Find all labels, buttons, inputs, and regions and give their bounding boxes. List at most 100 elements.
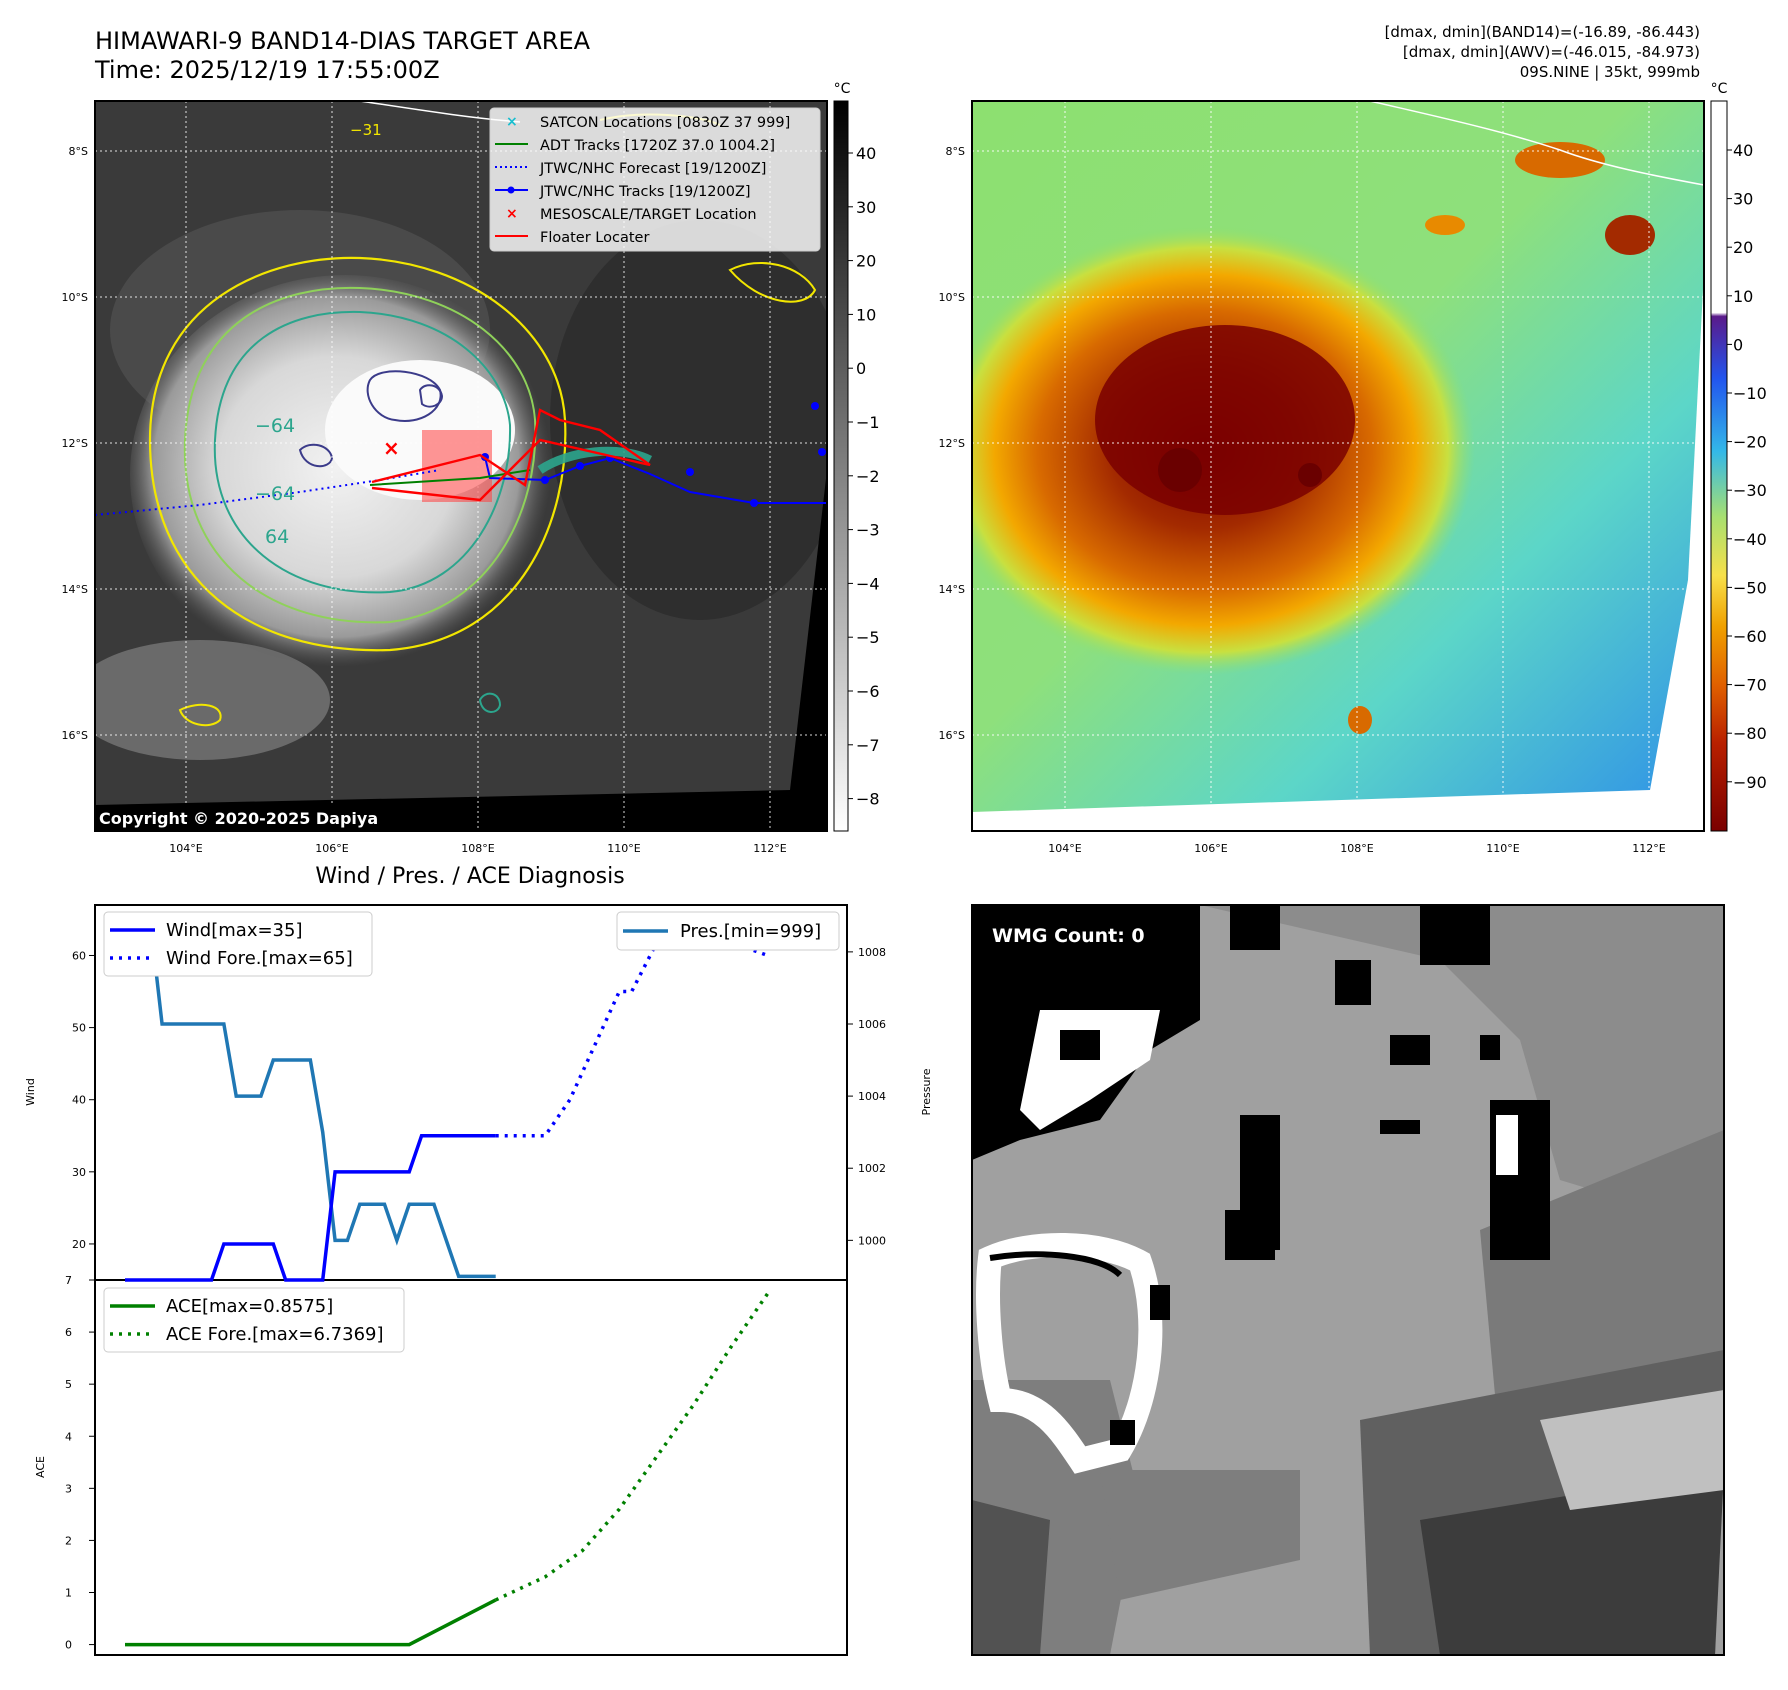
pressure-legend: Pres.[min=999]: [616, 911, 840, 951]
ace-axis-label: ACE: [34, 1456, 47, 1478]
lat-tick: 14°S: [939, 583, 965, 596]
contour-label: −64: [255, 483, 295, 505]
lon-tick: 110°E: [607, 842, 640, 855]
lon-tick: 106°E: [1194, 842, 1227, 855]
colorbar-gray: [833, 100, 849, 832]
contour-label: −31: [350, 121, 382, 139]
lat-tick: 8°S: [946, 145, 965, 158]
legend-tracks: JTWC/NHC Tracks [19/1200Z]: [539, 184, 751, 200]
lon-tick: 108°E: [1340, 842, 1373, 855]
colorbar-tick-label: −30: [856, 521, 880, 540]
stats-awv: [dmax, dmin](AWV)=(-46.015, -84.973): [1402, 43, 1700, 61]
colorbar-tick-label: 10: [856, 305, 876, 324]
lat-tick: 10°S: [62, 291, 88, 304]
wmg-panel: WMG Count: 0: [971, 904, 1725, 1656]
colorbar-unit: °C: [1711, 81, 1728, 97]
pressure-tick-label: 1006: [858, 1018, 886, 1031]
legend-target: MESOSCALE/TARGET Location: [540, 207, 757, 223]
wind-tick-label: 60: [72, 949, 86, 962]
stats-band14: [dmax, dmin](BAND14)=(-16.89, -86.443): [1384, 23, 1700, 41]
colorbar-tick-label: 40: [1733, 141, 1753, 160]
colorbar-tick-label: −60: [856, 682, 880, 701]
band14-map: × −64 −64 64 −31 × × SATCON Locations [0…: [62, 81, 880, 855]
lon-tick: 112°E: [753, 842, 786, 855]
storm-info: 09S.NINE | 35kt, 999mb: [1519, 63, 1700, 81]
contour-label: −64: [255, 415, 295, 437]
pressure-tick-label: 1002: [858, 1162, 886, 1175]
lon-tick: 104°E: [1048, 842, 1081, 855]
lat-tick: 16°S: [939, 729, 965, 742]
colorbar-tick-label: −80: [1733, 724, 1767, 743]
lon-tick: 108°E: [461, 842, 494, 855]
wind-legend: Wind[max=35] Wind Fore.[max=65]: [103, 911, 373, 977]
ace-tick-label: 3: [65, 1482, 72, 1495]
colorbar-jet: [1710, 100, 1728, 832]
legend-forecast: JTWC/NHC Forecast [19/1200Z]: [539, 161, 766, 177]
lat-tick: 14°S: [62, 583, 88, 596]
legend-ace-fore: ACE Fore.[max=6.7369]: [166, 1324, 384, 1345]
colorbar-tick-label: 40: [856, 144, 876, 163]
lon-tick: 110°E: [1486, 842, 1519, 855]
lon-tick: 112°E: [1632, 842, 1665, 855]
legend-wind-fore: Wind Fore.[max=65]: [166, 948, 353, 969]
ace-tick-label: 0: [65, 1639, 72, 1652]
colorbar-tick-label: −70: [1733, 676, 1767, 695]
pressure-line: [125, 914, 496, 1279]
map-legend: × × SATCON Locations [0830Z 37 999] ADT …: [489, 107, 821, 252]
colorbar-tick-label: −50: [1733, 578, 1767, 597]
colorbar-tick-label: 20: [1733, 238, 1753, 257]
colorbar-tick-label: −40: [1733, 530, 1767, 549]
awv-map: 8°S 10°S 12°S 14°S 16°S 104°E 106°E 108°…: [939, 81, 1767, 855]
colorbar-tick-label: −20: [1733, 433, 1767, 452]
lon-tick: 104°E: [169, 842, 202, 855]
wmg-count: WMG Count: 0: [992, 925, 1145, 947]
pressure-axis-label: Pressure: [920, 1068, 933, 1115]
wind-tick-label: 50: [72, 1022, 86, 1035]
colorbar-tick-label: 0: [856, 359, 866, 378]
wind-ticks: 60 50 40 30 20: [72, 949, 95, 1251]
colorbar-tick-label: −40: [856, 574, 880, 593]
legend-satcon: SATCON Locations [0830Z 37 999]: [540, 115, 790, 131]
pressure-tick-label: 1000: [858, 1234, 886, 1247]
contour-label: 64: [265, 526, 289, 548]
chart-time: Time: 2025/12/19 17:55:00Z: [95, 56, 440, 84]
ace-ticks: 7 6 5 4 3 2 1 0: [65, 1274, 95, 1652]
pressure-tick-label: 1008: [858, 946, 886, 959]
colorbar-tick-label: −10: [856, 413, 880, 432]
ace-legend: ACE[max=0.8575] ACE Fore.[max=6.7369]: [103, 1287, 405, 1353]
svg-text:×: ×: [506, 114, 518, 130]
colorbar-tick-label: 30: [1733, 190, 1753, 209]
lon-tick: 106°E: [315, 842, 348, 855]
colorbar-tick-label: 10: [1733, 287, 1753, 306]
ace-tick-label: 5: [65, 1378, 72, 1391]
wind-tick-label: 20: [72, 1238, 86, 1251]
legend-adt: ADT Tracks [1720Z 37.0 1004.2]: [540, 138, 775, 154]
colorbar-ticks: 40 30 20 10 0 −10 −20 −30 −40 −50 −60 −70 −80 −90: [1727, 141, 1767, 792]
legend-pressure: Pres.[min=999]: [680, 921, 821, 942]
lat-tick: 12°S: [939, 437, 965, 450]
colorbar-ticks: 40 30 20 10 0 −10 −20 −30 −40 −50 −60 −70 −80: [848, 144, 880, 809]
ace-line: [125, 1598, 497, 1647]
pressure-tick-label: 1004: [858, 1090, 886, 1103]
lat-tick: 16°S: [62, 729, 88, 742]
colorbar-tick-label: −20: [856, 467, 880, 486]
lat-tick: 10°S: [939, 291, 965, 304]
colorbar-tick-label: −60: [1733, 627, 1767, 646]
legend-wind: Wind[max=35]: [166, 920, 303, 941]
pressure-ticks: 1008 1006 1004 1002 1000: [847, 946, 886, 1247]
wind-tick-label: 40: [72, 1094, 86, 1107]
colorbar-tick-label: −90: [1733, 773, 1767, 792]
diagnosis-title: Wind / Pres. / ACE Diagnosis: [315, 864, 625, 889]
colorbar-tick-label: 0: [1733, 335, 1743, 354]
colorbar-tick-label: −30: [1733, 481, 1767, 500]
ace-tick-label: 4: [65, 1430, 72, 1443]
lat-tick: 12°S: [62, 437, 88, 450]
lat-tick: 8°S: [69, 145, 88, 158]
chart-title: HIMAWARI-9 BAND14-DIAS TARGET AREA: [95, 27, 591, 55]
legend-floater: Floater Locater: [540, 230, 649, 246]
ace-tick-label: 6: [65, 1326, 72, 1339]
colorbar-tick-label: −80: [856, 790, 880, 809]
colorbar-tick-label: 30: [856, 198, 876, 217]
colorbar-tick-label: −70: [856, 736, 880, 755]
